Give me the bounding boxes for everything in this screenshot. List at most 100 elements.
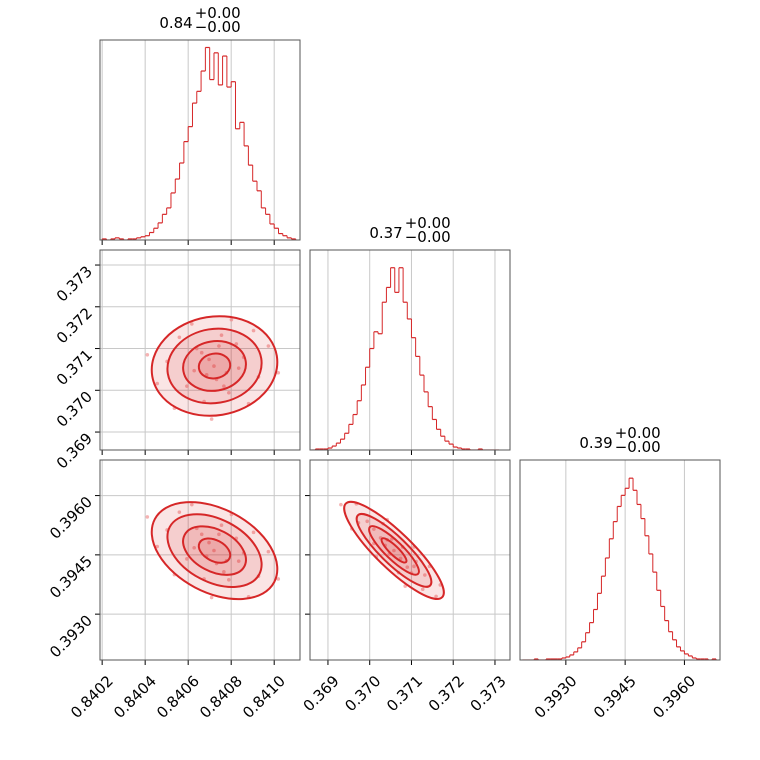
sample-point [177, 510, 182, 514]
sample-point [155, 381, 160, 386]
sample-point [212, 364, 216, 368]
sample-point [209, 417, 214, 421]
panel-title: 0.37 [369, 224, 402, 242]
sample-point [145, 353, 150, 357]
contour [355, 512, 433, 588]
x-tick-label: 0.372 [425, 672, 468, 715]
x-tick-label: 0.371 [383, 672, 426, 715]
sample-point [365, 519, 370, 524]
panel-frame [99, 249, 301, 451]
sample-point [266, 344, 271, 348]
sample-point [217, 344, 221, 348]
sample-point [234, 342, 239, 346]
sample-point [145, 515, 150, 519]
title-lower: −0.00 [195, 18, 241, 36]
sample-point [251, 328, 256, 333]
y-tick-label: 0.371 [53, 346, 96, 389]
sample-point [434, 594, 438, 599]
panel: 0.3930 0.3945 0.3960 0.39+0.00−0.00 [519, 424, 721, 722]
sample-point [222, 384, 226, 388]
panel: 0.37+0.00−0.00 [309, 214, 511, 455]
contour [380, 537, 408, 564]
sample-point [251, 530, 256, 535]
panel-frame [99, 459, 301, 661]
sample-point [219, 523, 224, 528]
y-tick-label: 0.369 [53, 429, 96, 472]
scatter [145, 501, 281, 601]
sample-point [236, 366, 241, 370]
sample-point [229, 317, 234, 322]
x-tick-label: 0.3945 [590, 672, 640, 722]
sample-point [412, 564, 416, 569]
x-tick-label: 0.3930 [531, 672, 581, 722]
sample-point [236, 559, 241, 563]
x-tick-label: 0.369 [300, 672, 343, 715]
sample-point [222, 570, 226, 574]
title-lower: −0.00 [615, 438, 661, 456]
x-tick-label: 0.8410 [239, 672, 289, 722]
sample-point [209, 595, 214, 600]
sample-point [212, 548, 216, 553]
contour [197, 537, 232, 564]
panel: 0.84+0.00−0.00 [99, 4, 301, 245]
panel-title: 0.84 [159, 14, 192, 32]
title-lower: −0.00 [405, 228, 451, 246]
title-upper: +0.00 [615, 424, 661, 442]
contour [182, 340, 247, 392]
scatter [339, 500, 445, 600]
sample-point [227, 390, 231, 395]
sample-point [207, 540, 211, 545]
sample-point [190, 322, 194, 326]
sample-point [266, 549, 271, 554]
histogram [522, 477, 717, 660]
sample-point [372, 527, 376, 531]
histogram [101, 46, 297, 240]
sample-point [339, 502, 343, 507]
sample-point [227, 577, 231, 582]
sample-point [398, 556, 403, 561]
panel-frame [309, 459, 511, 661]
panel-frame [519, 459, 721, 661]
sample-point [192, 368, 196, 373]
sample-point [405, 565, 410, 569]
sample-point [185, 557, 189, 561]
sample-point [392, 548, 396, 553]
y-tick-label: 0.3960 [46, 493, 96, 543]
sample-point [190, 502, 194, 507]
sample-point [177, 335, 182, 340]
sample-point [199, 532, 204, 537]
title-upper: +0.00 [195, 4, 241, 22]
sample-point [192, 545, 196, 550]
sample-point [420, 587, 425, 592]
y-tick-label: 0.370 [53, 388, 96, 431]
contour [182, 525, 247, 576]
sample-point [217, 532, 221, 537]
y-tick-label: 0.373 [53, 262, 96, 305]
contour [150, 501, 279, 601]
panel-title: 0.39 [579, 434, 612, 452]
x-tick-label: 0.8402 [67, 672, 117, 722]
sample-point [423, 573, 427, 577]
sample-point [207, 357, 211, 362]
scatter [145, 315, 281, 421]
y-tick-label: 0.3945 [46, 552, 96, 602]
y-tick-label: 0.372 [53, 304, 96, 347]
contour [343, 500, 445, 600]
sample-point [276, 577, 281, 581]
sample-point [155, 544, 160, 549]
x-tick-label: 0.370 [341, 672, 384, 715]
sample-point [276, 370, 281, 375]
panel-frame [99, 39, 301, 241]
x-tick-label: 0.8408 [196, 672, 246, 722]
x-tick-label: 0.8406 [153, 672, 203, 722]
x-tick-label: 0.8404 [110, 672, 160, 722]
x-tick-label: 0.3960 [649, 672, 699, 722]
title-upper: +0.00 [405, 214, 451, 232]
x-tick-label: 0.373 [467, 672, 510, 715]
y-tick-label: 0.3930 [46, 611, 96, 661]
sample-point [199, 350, 204, 355]
